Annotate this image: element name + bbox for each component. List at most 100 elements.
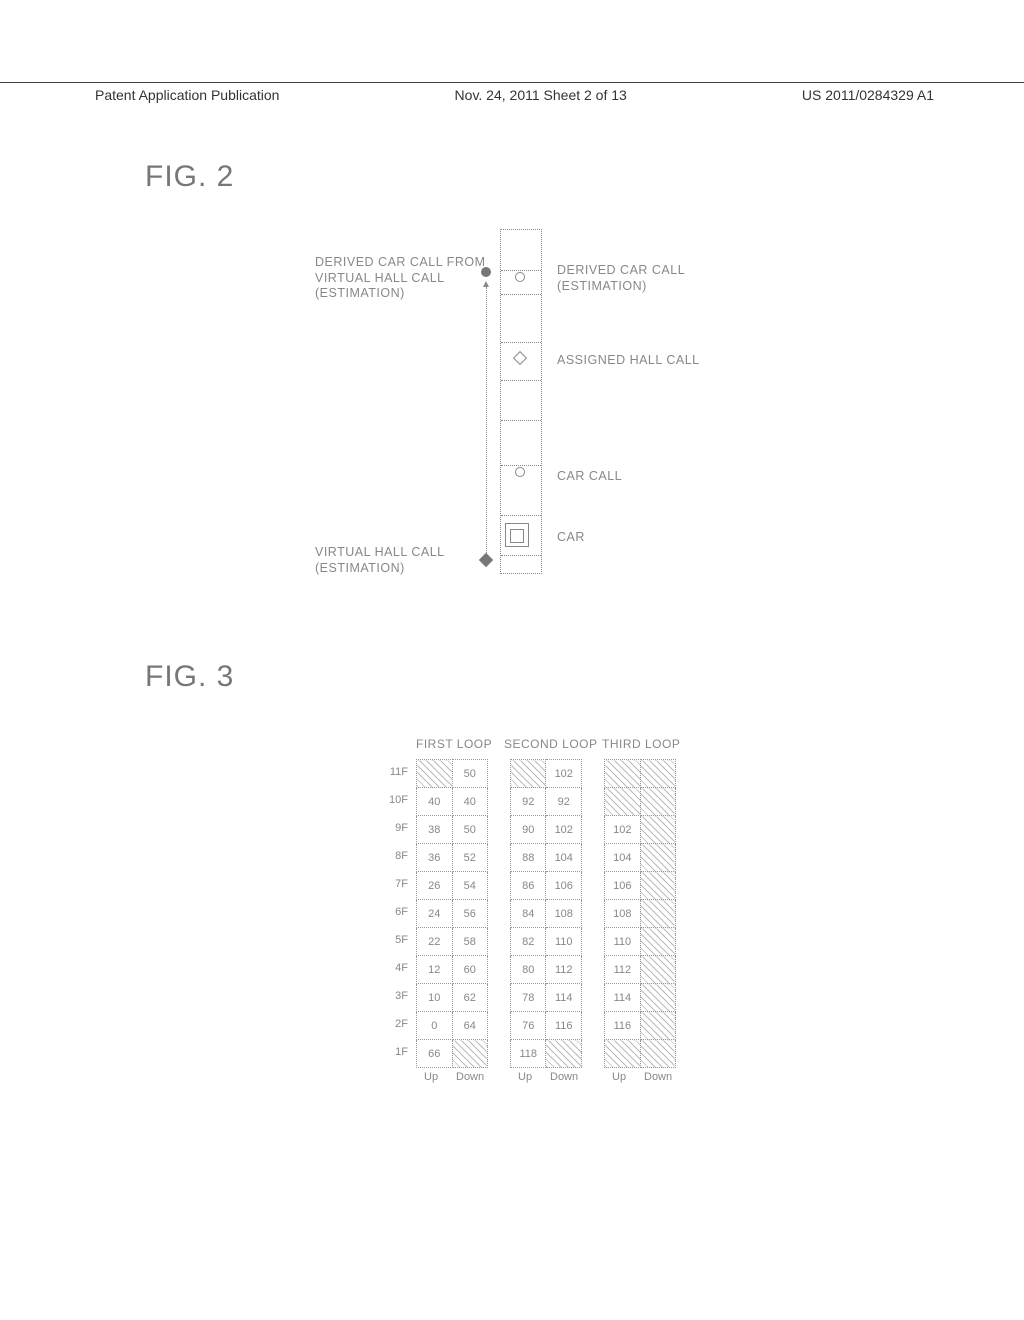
table-cell: 82	[511, 928, 546, 956]
table-cell	[605, 760, 641, 788]
up-label: Up	[612, 1071, 626, 1083]
table-cell	[640, 844, 675, 872]
table-cell	[417, 760, 453, 788]
virtual-hall-call-marker-filled	[479, 553, 493, 567]
floor-label: 2F	[380, 1018, 408, 1030]
table-cell: 12	[417, 956, 453, 984]
table-cell: 86	[511, 872, 546, 900]
car-icon	[505, 523, 529, 547]
table-cell	[640, 788, 675, 816]
table-cell: 102	[546, 816, 582, 844]
table-cell: 112	[605, 956, 641, 984]
table-cell	[546, 1040, 582, 1068]
table-cell: 54	[452, 872, 488, 900]
table-cell: 104	[546, 844, 582, 872]
table-cell: 50	[452, 816, 488, 844]
table-cell	[640, 1040, 675, 1068]
table-cell: 38	[417, 816, 453, 844]
table-cell: 114	[605, 984, 641, 1012]
table-cell: 110	[605, 928, 641, 956]
up-label: Up	[518, 1071, 532, 1083]
table-cell: 108	[605, 900, 641, 928]
floor-label: 7F	[380, 878, 408, 890]
fig3-diagram: FIRST LOOP SECOND LOOP THIRD LOOP 11F 10F…	[370, 735, 890, 1155]
table-cell	[640, 816, 675, 844]
loop-title-3: THIRD LOOP	[602, 737, 680, 751]
table-cell: 108	[546, 900, 582, 928]
car-call-marker	[515, 467, 525, 477]
table-cell: 112	[546, 956, 582, 984]
table-cell: 62	[452, 984, 488, 1012]
table-cell	[640, 760, 675, 788]
floor-label: 4F	[380, 962, 408, 974]
table-cell: 24	[417, 900, 453, 928]
header-right: US 2011/0284329 A1	[802, 87, 934, 103]
header-left: Patent Application Publication	[95, 87, 279, 103]
table-cell: 114	[546, 984, 582, 1012]
fig2-text-car: CAR	[557, 530, 585, 546]
table-cell	[605, 1040, 641, 1068]
floor-label: 10F	[380, 794, 408, 806]
fig2-label: FIG. 2	[145, 160, 234, 194]
table-cell: 102	[546, 760, 582, 788]
table-cell: 58	[452, 928, 488, 956]
floor-label: 6F	[380, 906, 408, 918]
table-cell	[640, 956, 675, 984]
table-cell: 118	[511, 1040, 546, 1068]
table-cell: 40	[417, 788, 453, 816]
loop-title-2: SECOND LOOP	[504, 737, 598, 751]
down-label: Down	[550, 1071, 578, 1083]
table-cell: 78	[511, 984, 546, 1012]
loop-table: 102104106108110112114116	[604, 759, 676, 1068]
fig2-text-assigned-hall-call: ASSIGNED HALL CALL	[557, 353, 700, 369]
fig3-label: FIG. 3	[145, 660, 234, 694]
down-label: Down	[644, 1071, 672, 1083]
up-label: Up	[424, 1071, 438, 1083]
table-cell: 64	[452, 1012, 488, 1040]
loop-title-1: FIRST LOOP	[416, 737, 492, 751]
table-cell: 106	[546, 872, 582, 900]
table-cell	[640, 928, 675, 956]
table-cell	[640, 984, 675, 1012]
table-cell: 116	[605, 1012, 641, 1040]
fig2-text-derived-car-call: DERIVED CAR CALL(ESTIMATION)	[557, 263, 685, 294]
table-cell: 102	[605, 816, 641, 844]
floor-label: 5F	[380, 934, 408, 946]
loop-table: 504040385036522654245622581260106206466	[416, 759, 488, 1068]
table-cell: 116	[546, 1012, 582, 1040]
table-cell	[605, 788, 641, 816]
floor-label: 8F	[380, 850, 408, 862]
vertical-dotted-line	[486, 287, 487, 555]
table-cell: 10	[417, 984, 453, 1012]
table-cell: 60	[452, 956, 488, 984]
floor-label: 1F	[380, 1046, 408, 1058]
table-cell: 106	[605, 872, 641, 900]
table-cell: 88	[511, 844, 546, 872]
down-label: Down	[456, 1071, 484, 1083]
floor-label: 9F	[380, 822, 408, 834]
fig2-diagram: DERIVED CAR CALL FROMVIRTUAL HALL CALL(E…	[345, 225, 905, 605]
table-cell	[452, 1040, 488, 1068]
table-cell: 90	[511, 816, 546, 844]
table-cell	[511, 760, 546, 788]
floor-label: 11F	[380, 766, 408, 778]
table-cell: 56	[452, 900, 488, 928]
table-cell: 22	[417, 928, 453, 956]
table-cell: 36	[417, 844, 453, 872]
fig2-text-derived-from-virtual: DERIVED CAR CALL FROMVIRTUAL HALL CALL(E…	[315, 255, 485, 302]
table-cell: 110	[546, 928, 582, 956]
table-cell: 92	[546, 788, 582, 816]
table-cell: 40	[452, 788, 488, 816]
table-cell: 50	[452, 760, 488, 788]
fig2-text-virtual-hall-call: VIRTUAL HALL CALL(ESTIMATION)	[315, 545, 445, 576]
table-cell	[640, 872, 675, 900]
loop-table: 1029292901028810486106841088211080112781…	[510, 759, 582, 1068]
fig2-text-car-call: CAR CALL	[557, 469, 622, 485]
table-cell: 0	[417, 1012, 453, 1040]
table-cell: 76	[511, 1012, 546, 1040]
table-cell: 92	[511, 788, 546, 816]
table-cell: 104	[605, 844, 641, 872]
table-cell: 84	[511, 900, 546, 928]
table-cell	[640, 1012, 675, 1040]
table-cell: 66	[417, 1040, 453, 1068]
